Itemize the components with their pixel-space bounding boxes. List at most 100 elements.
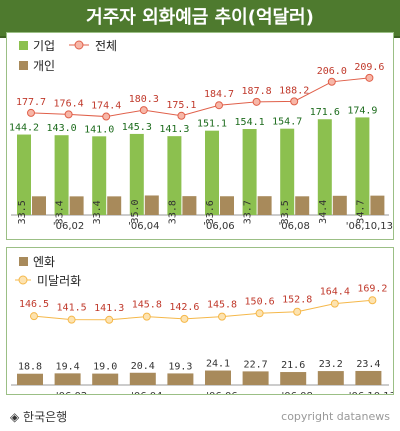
bar-ind [257,196,272,215]
bar-biz [280,128,295,215]
data-label-total: 177.7 [16,97,46,108]
bar-biz [92,136,107,215]
bar-yen [280,372,307,385]
x-tick-label-2: '06,04 [131,391,162,394]
bar-ind [69,196,84,215]
data-label-total: 174.4 [91,101,121,112]
bar-biz [129,133,144,215]
point-usd [218,312,226,321]
line-usd [33,299,373,321]
x-tick-label: '06,10,13 [346,221,393,232]
data-label-yen: 19.0 [93,362,117,373]
data-label-total: 175.1 [166,100,196,111]
legend-swatch-biz [19,41,28,50]
bar-biz [317,119,332,215]
data-label-biz: 144.2 [9,123,39,134]
point-total [102,112,111,121]
bar-ind [32,196,46,215]
data-label-total: 209.6 [354,62,384,73]
data-label-biz: 154.7 [272,117,302,128]
point-total [365,73,374,82]
data-label-total: 184.7 [204,89,234,100]
legend-label-biz: 기업 [33,39,55,53]
bar-yen [92,373,119,385]
data-label-total: 188.2 [279,85,309,96]
data-label-biz: 141.3 [159,124,189,135]
bar-ind [107,196,122,215]
point-usd [30,312,38,321]
data-label-yen: 18.8 [18,362,42,373]
x-tick-label: '06,02 [53,221,84,232]
data-label-usd: 142.6 [169,302,199,313]
data-label-yen: 21.6 [281,360,305,371]
bar-yen [54,373,81,385]
bar-ind [182,196,197,215]
point-usd [180,314,189,323]
data-label-biz: 145.3 [122,122,152,133]
chart-title: 거주자 외화예금 추이(억달러) [86,7,314,28]
data-label-biz: 141.0 [84,124,114,135]
data-label-biz: 154.1 [235,117,265,128]
x-tick-label-2: '06,10,13 [349,391,393,394]
bar-yen [355,370,382,385]
data-label-usd: 146.5 [19,299,49,310]
data-label-usd: 141.3 [94,303,124,314]
data-label-biz: 171.6 [310,107,340,118]
point-total [327,77,336,86]
bar-yen [242,371,269,385]
x-tick-label: '06,04 [128,221,159,232]
data-label-yen: 24.1 [206,359,230,370]
data-label-usd: 150.6 [245,296,275,307]
point-total [27,108,35,117]
point-total [290,97,299,106]
legend-label-yen: 엔화 [33,255,55,269]
data-label-yen: 22.7 [244,359,268,370]
bar-biz [242,129,257,215]
bar-biz [17,134,31,215]
source-label: ◈ 한국은행 [10,410,68,424]
point-usd [105,315,114,324]
legend-label-total: 전체 [95,39,117,53]
data-label-ind: 33.8 [167,200,178,224]
data-label-ind: 33.7 [243,200,254,224]
point-total [252,97,261,106]
data-label-usd: 169.2 [357,283,387,294]
bar-yen [167,373,194,385]
data-label-yen: 19.3 [168,361,192,372]
bar-biz [54,135,69,215]
data-label-total: 180.3 [129,94,159,105]
bar-yen [17,373,43,385]
data-label-ind: 33.4 [92,200,103,224]
data-label-ind: 33.4 [55,200,66,224]
data-label-total: 176.4 [54,98,84,109]
bar-ind [144,195,159,215]
point-usd [255,309,264,318]
point-usd [142,312,151,321]
data-label-ind: 34.7 [355,200,366,224]
data-label-usd: 152.8 [282,295,312,306]
data-label-yen: 23.4 [356,359,380,370]
legend-label-usd: 미달러화 [37,274,81,288]
data-label-biz: 143.0 [47,123,77,134]
point-usd [293,307,302,316]
data-label-total: 187.8 [242,86,272,97]
data-label-usd: 164.4 [320,287,350,298]
bar-yen [205,370,231,385]
point-total [64,110,73,119]
data-label-yen: 19.4 [56,361,80,372]
bar-ind [220,196,234,215]
data-label-yen: 23.2 [319,359,343,370]
bar-biz [355,117,370,215]
point-usd [330,299,339,308]
point-usd [368,296,377,305]
data-label-ind: 34.4 [318,200,329,224]
copyright-label: copyright datanews [281,410,390,423]
data-label-ind: 33.5 [17,200,28,224]
data-label-ind: 33.6 [205,200,216,224]
legend-label-ind: 개인 [33,59,55,73]
x-tick-label: '06,08 [279,221,310,232]
